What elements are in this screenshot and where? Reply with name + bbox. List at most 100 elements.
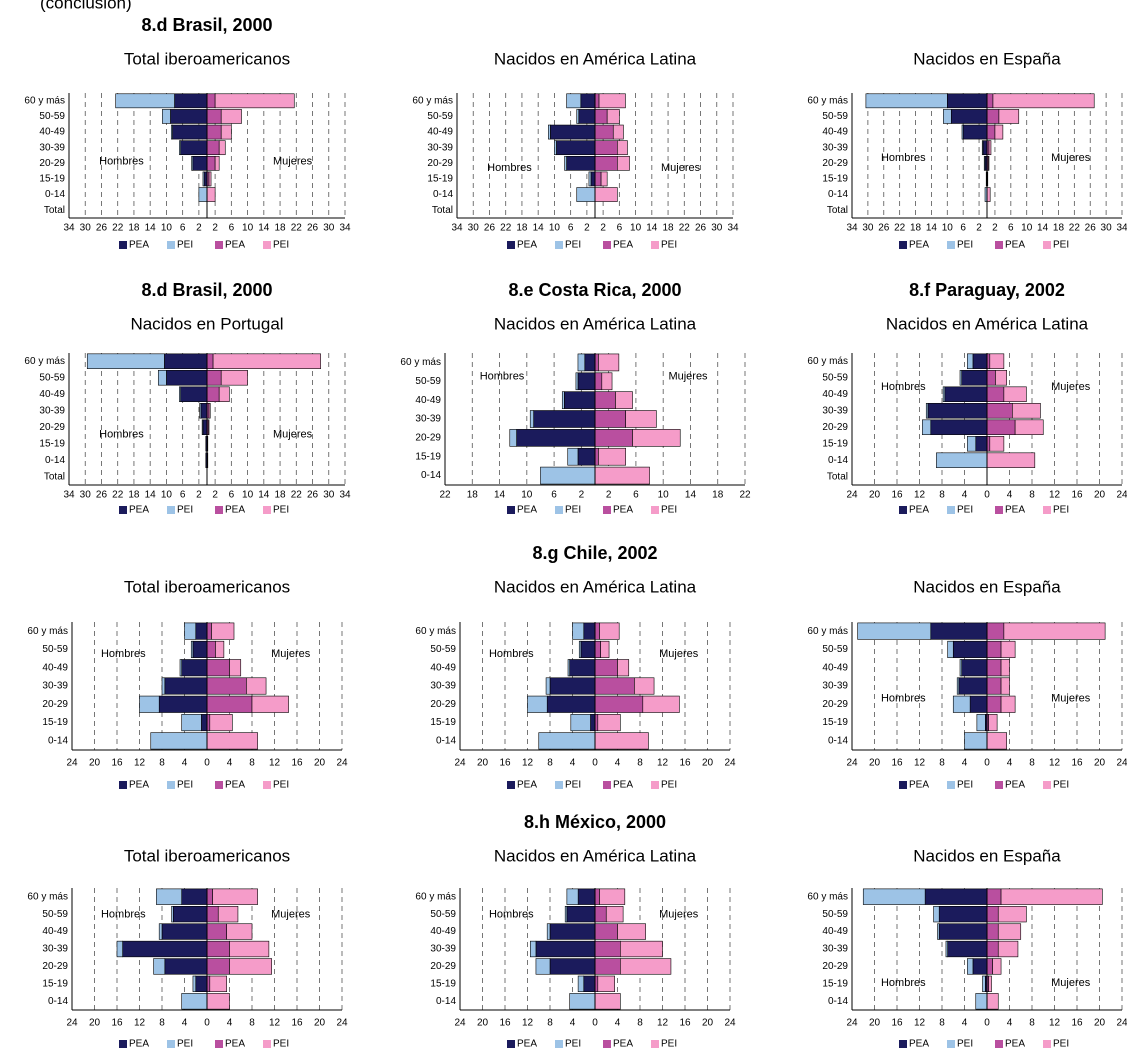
x-tick-label: 4 [1007,1018,1013,1029]
category-label: 50-59 [415,376,441,387]
bar [600,640,610,658]
bar [220,370,248,386]
x-tick-label: 4 [1007,490,1013,501]
x-tick-label: 16 [891,758,903,769]
legend-label: PEI [661,1039,677,1050]
bar [975,993,988,1010]
bar [206,93,216,109]
category-label: 0-14 [436,735,456,746]
legend-swatch [995,1040,1003,1048]
category-label: 60 y más [415,626,456,637]
category-label: 40-49 [39,127,65,138]
bar [986,905,999,923]
legend-label: PEA [613,1039,633,1050]
x-tick-label: 20 [702,758,714,769]
bar [952,695,971,713]
bar [1000,659,1010,677]
bar [570,714,591,732]
x-tick-label: 0 [984,1018,990,1029]
x-tick-label: 20 [1094,490,1106,501]
category-label: 15-19 [822,717,848,728]
bar [86,353,165,369]
category-label: 20-29 [39,158,65,169]
chart-title: 8.f Paraguay, 2002 [909,280,1065,300]
bar [594,140,618,156]
annotation: Mujeres [1051,693,1091,705]
bar [961,370,988,386]
category-label: 60 y más [24,356,65,367]
x-tick-label: 18 [467,490,479,501]
legend-label: PEI [177,505,193,516]
bar [997,905,1027,923]
bar [212,353,321,369]
category-label: 20-29 [430,961,456,972]
bar [986,677,1002,695]
legend-swatch [651,506,659,514]
bar [545,677,551,695]
bar [174,93,208,109]
bar [862,888,926,905]
x-tick-label: 26 [96,223,108,234]
category-label: 15-19 [415,451,441,462]
legend-swatch [507,241,515,249]
bar [583,975,596,992]
x-tick-label: 34 [727,223,739,234]
x-tick-label: 14 [258,490,270,501]
chart-title: 8.g Chile, 2002 [532,543,657,563]
x-tick-label: 22 [739,490,751,501]
bar [969,695,988,713]
x-tick-label: 18 [274,223,286,234]
annotation: Hombres [99,429,144,441]
bar [594,940,621,958]
annotation: Mujeres [273,429,313,441]
bar [967,436,977,452]
x-tick-label: 12 [1049,758,1061,769]
x-tick-label: 30 [1101,223,1113,234]
x-tick-label: 24 [846,1018,858,1029]
x-tick-label: 16 [891,490,903,501]
bar [594,447,599,466]
bar [162,109,171,124]
annotation: Mujeres [659,909,699,921]
x-tick-label: 12 [522,758,534,769]
x-tick-label: 0 [984,490,990,501]
x-tick-label: 16 [291,1018,303,1029]
x-tick-label: 0 [984,758,990,769]
legend-label: PEI [1053,780,1069,791]
x-tick-label: 16 [1071,490,1083,501]
bar [153,958,166,975]
category-label: 20-29 [822,699,848,710]
x-tick-label: 2 [579,490,585,501]
legend-swatch [167,241,175,249]
annotation: Hombres [101,909,146,921]
x-tick-label: 16 [891,1018,903,1029]
bar [209,714,233,732]
legend-label: PEA [613,505,633,516]
bar [986,370,996,386]
category-label: 50-59 [822,644,848,655]
bar [202,171,205,187]
x-tick-label: 8 [1029,490,1035,501]
bar [214,93,295,109]
x-tick-label: 22 [500,223,512,234]
bar [540,466,596,485]
bar [986,958,993,975]
category-label: 60 y más [807,356,848,367]
legend-label: PEI [565,780,581,791]
x-tick-label: 4 [227,1018,233,1029]
bar [206,888,213,905]
legend-label: PEA [1005,505,1025,516]
bar [938,905,988,923]
bar [549,923,596,940]
bar [206,923,227,940]
category-label: 30-39 [39,142,65,153]
legend-label: PEI [661,240,677,251]
bar [561,391,565,409]
bar [161,923,208,940]
bar [200,403,208,419]
x-tick-label: 30 [323,490,335,501]
x-tick-label: 6 [551,490,557,501]
annotation: Mujeres [668,371,708,383]
legend-label: PEI [273,1039,289,1050]
x-tick-label: 4 [182,1018,188,1029]
